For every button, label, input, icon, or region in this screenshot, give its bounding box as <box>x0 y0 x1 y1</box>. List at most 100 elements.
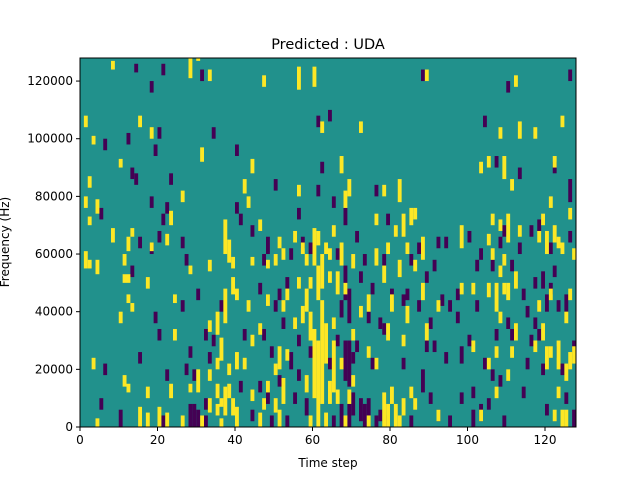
low-value-cell <box>502 225 507 237</box>
low-value-cell <box>165 202 170 214</box>
high-value-cell <box>235 352 239 370</box>
low-value-cell <box>467 334 472 347</box>
x-tick-label: 100 <box>456 433 479 447</box>
low-value-cell <box>401 294 406 306</box>
high-value-cell <box>517 225 522 237</box>
high-value-cell <box>545 230 549 255</box>
high-value-cell <box>324 412 329 427</box>
high-value-cell <box>200 415 205 427</box>
high-value-cell <box>537 230 542 243</box>
high-value-cell <box>215 383 220 399</box>
low-value-cell <box>564 392 569 404</box>
high-value-cell <box>145 277 150 289</box>
high-value-cell <box>316 265 321 301</box>
low-value-cell <box>440 294 445 306</box>
low-value-cell <box>273 179 278 191</box>
high-value-cell <box>324 242 329 255</box>
high-value-cell <box>386 242 391 255</box>
high-value-cell <box>118 158 123 168</box>
high-value-cell <box>138 115 143 128</box>
high-value-cell <box>351 254 356 269</box>
low-value-cell <box>328 357 332 370</box>
low-value-cell <box>483 115 487 128</box>
low-value-cell <box>138 352 143 364</box>
low-value-cell <box>238 213 243 226</box>
low-value-cell <box>572 409 577 427</box>
low-value-cell <box>529 225 534 237</box>
high-value-cell <box>126 274 131 283</box>
y-axis-ticks: 0 20000 40000 60000 80000 100000 120000 <box>27 74 80 434</box>
high-value-cell <box>91 135 96 145</box>
high-value-cell <box>273 363 278 376</box>
high-value-cell <box>188 265 193 275</box>
high-value-cell <box>421 282 425 301</box>
high-value-cell <box>405 305 410 324</box>
high-value-cell <box>196 369 201 393</box>
low-value-cell <box>386 213 391 226</box>
high-value-cell <box>498 311 503 324</box>
high-value-cell <box>382 265 387 283</box>
high-value-cell <box>502 282 507 295</box>
low-value-cell <box>471 386 476 399</box>
high-value-cell <box>459 225 464 249</box>
low-value-cell <box>545 294 549 312</box>
low-value-cell <box>250 225 255 237</box>
high-value-cell <box>320 121 325 133</box>
high-value-cell <box>510 346 515 358</box>
low-value-cell <box>568 69 573 82</box>
high-value-cell <box>246 196 251 208</box>
high-value-cell <box>145 412 150 427</box>
high-value-cell <box>126 236 131 252</box>
high-value-cell <box>494 282 499 312</box>
high-value-cell <box>231 277 236 295</box>
low-value-cell <box>475 259 480 272</box>
high-value-cell <box>335 389 340 404</box>
high-value-cell <box>347 389 352 404</box>
low-value-cell <box>204 398 208 410</box>
low-value-cell <box>157 230 162 243</box>
high-value-cell <box>339 357 344 370</box>
low-value-cell <box>238 380 243 393</box>
high-value-cell <box>486 282 491 298</box>
high-value-cell <box>219 398 224 407</box>
plot-frame <box>79 57 577 428</box>
low-value-cell <box>533 317 538 329</box>
low-value-cell <box>153 144 158 157</box>
high-value-cell <box>180 415 185 427</box>
high-value-cell <box>421 236 425 260</box>
high-value-cell <box>548 196 553 208</box>
low-value-cell <box>409 254 414 266</box>
high-value-cell <box>498 127 503 139</box>
high-value-cell <box>266 380 270 393</box>
high-value-cell <box>502 254 507 266</box>
low-value-cell <box>149 81 154 93</box>
high-value-cell <box>510 179 515 191</box>
y-tick-label: 60000 <box>35 247 73 261</box>
high-value-cell <box>231 256 236 269</box>
high-value-cell <box>560 242 565 255</box>
high-value-cell <box>397 179 402 203</box>
high-value-cell <box>514 323 518 341</box>
high-value-cell <box>568 352 573 370</box>
high-value-cell <box>401 334 406 347</box>
high-value-cell <box>149 242 154 252</box>
low-value-cell <box>277 288 282 301</box>
high-value-cell <box>83 196 88 208</box>
low-value-cell <box>266 236 270 255</box>
low-value-cell <box>169 173 174 185</box>
high-value-cell <box>339 156 344 174</box>
high-value-cell <box>87 259 92 269</box>
high-value-cell <box>405 242 410 255</box>
low-value-cell <box>436 236 441 249</box>
low-value-cell <box>448 415 453 427</box>
low-value-cell <box>486 398 491 410</box>
high-value-cell <box>277 409 282 427</box>
high-value-cell <box>413 207 418 220</box>
low-value-cell <box>366 311 371 324</box>
low-value-cell <box>289 248 294 260</box>
high-value-cell <box>277 236 282 249</box>
high-value-cell <box>413 398 418 410</box>
low-value-cell <box>498 236 503 249</box>
high-value-cell <box>517 121 522 139</box>
low-value-cell <box>207 352 212 364</box>
